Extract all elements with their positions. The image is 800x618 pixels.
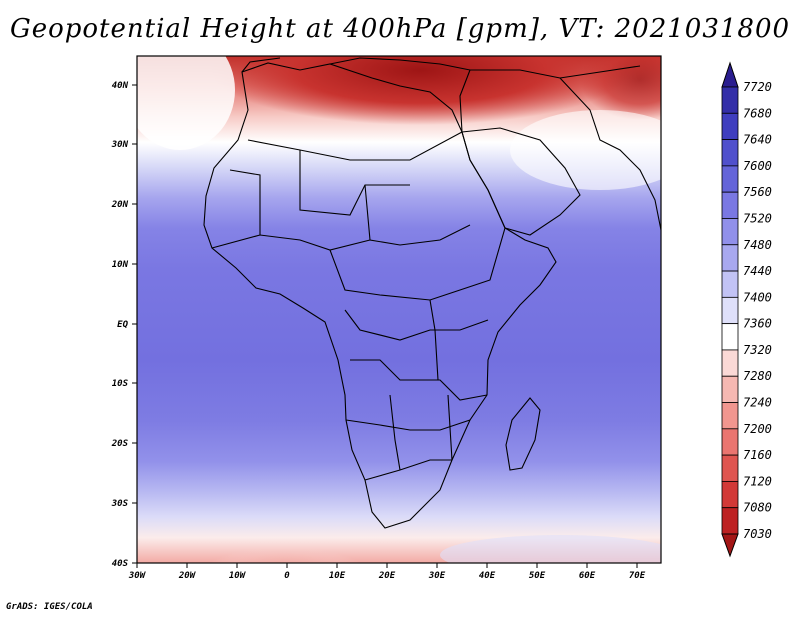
map-title: Geopotential Height at 400hPa [gpm], VT:… xyxy=(9,14,791,44)
colorbar-label: 7560 xyxy=(743,185,772,199)
lat-tick-label: 20N xyxy=(111,200,129,210)
lon-tick-label: 50E xyxy=(529,571,546,581)
colorbar-label: 7480 xyxy=(743,238,772,252)
colorbar-label: 7240 xyxy=(743,396,772,410)
colorbar-label: 7720 xyxy=(743,80,772,94)
coastlines xyxy=(203,57,661,529)
colorbar-segment xyxy=(721,296,739,325)
axis-ticks xyxy=(132,84,638,568)
colorbar-label: 7360 xyxy=(743,317,772,331)
colorbar-label: 7280 xyxy=(743,369,772,383)
colorbar-segment xyxy=(721,139,739,167)
colorbar-label: 7640 xyxy=(743,133,772,147)
lon-tick-label: 0 xyxy=(284,571,290,581)
map-frame xyxy=(136,55,662,564)
lon-tick-label: 30W xyxy=(128,571,147,581)
colorbar-segment xyxy=(721,507,739,535)
colorbar-label: 7680 xyxy=(743,106,772,120)
height-field-shading xyxy=(137,56,661,563)
colorbar-segment xyxy=(721,112,739,140)
lon-tick-label: 20E xyxy=(378,571,396,581)
lon-tick-label: 70E xyxy=(629,571,646,581)
lat-tick-label: 30S xyxy=(111,499,129,509)
colorbar-segment xyxy=(721,191,739,219)
colorbar-segment xyxy=(721,323,739,351)
colorbar-segment xyxy=(721,402,739,430)
lat-tick-label: EQ xyxy=(117,320,128,330)
colorbar-label: 7080 xyxy=(743,501,772,515)
lon-tick-labels: 30W 20W 10W 0 10E 20E 30E 40E 50E 60E 70… xyxy=(128,571,646,581)
colorbar-label: 7320 xyxy=(743,343,772,357)
colorbar-segment xyxy=(721,349,739,377)
colorbar: 7720 7680 7640 7600 7560 7520 7480 7440 7400 7360… xyxy=(721,61,772,558)
lat-tick-labels: 40S 30S 20S 10S EQ 10N 20N 30N 40N xyxy=(111,81,129,569)
lon-tick-label: 40E xyxy=(479,571,496,581)
colorbar-label: 7440 xyxy=(743,264,772,278)
lon-tick-label: 20W xyxy=(178,571,197,581)
colorbar-max-arrow xyxy=(721,61,739,88)
colorbar-label: 7200 xyxy=(743,422,772,436)
colorbar-label: 7160 xyxy=(743,448,772,462)
colorbar-label: 7600 xyxy=(743,159,772,173)
colorbar-segment xyxy=(721,375,739,403)
lon-tick-label: 30E xyxy=(428,571,446,581)
lon-tick-label: 60E xyxy=(579,571,596,581)
colorbar-segment xyxy=(721,454,739,482)
colorbar-label: 7400 xyxy=(743,290,772,304)
lat-tick-label: 10S xyxy=(112,379,129,389)
lat-tick-label: 40S xyxy=(112,559,129,569)
colorbar-segment xyxy=(721,270,739,298)
colorbar-label: 7120 xyxy=(743,474,772,488)
lat-tick-label: 20S xyxy=(111,439,129,449)
colorbar-label: 7030 xyxy=(743,527,772,541)
colorbar-segment xyxy=(721,244,739,272)
lat-tick-label: 10N xyxy=(112,260,129,270)
colorbar-segment xyxy=(721,86,739,114)
lon-tick-label: 10E xyxy=(329,571,346,581)
lon-tick-label: 10W xyxy=(229,571,247,581)
lat-tick-label: 40N xyxy=(112,81,129,91)
colorbar-segment xyxy=(721,481,739,509)
lat-tick-label: 30N xyxy=(111,140,129,150)
credit-label: GrADS: IGES/COLA xyxy=(6,602,93,612)
colorbar-segment xyxy=(721,428,739,456)
colorbar-segment xyxy=(721,218,739,246)
colorbar-min-arrow xyxy=(721,533,739,558)
colorbar-label: 7520 xyxy=(743,211,772,225)
colorbar-segment xyxy=(721,165,739,193)
